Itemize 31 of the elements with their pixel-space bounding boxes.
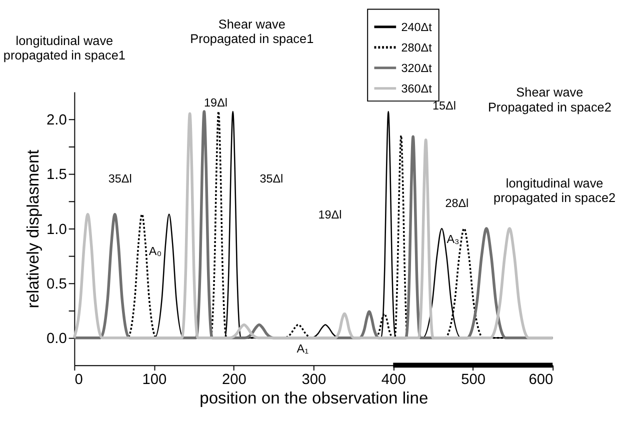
- x-tick-label: 0: [74, 372, 83, 388]
- annotation: 35Δl: [260, 172, 284, 186]
- legend-label: 240Δt: [401, 20, 433, 34]
- y-tick-label: 1.0: [46, 222, 67, 238]
- annotation: longitudinal wave propagated in space2: [494, 176, 616, 206]
- annotation: A₀: [148, 244, 162, 258]
- legend-label: 320Δt: [401, 62, 433, 75]
- y-tick-label: 1.5: [46, 167, 67, 184]
- x-tick-label: 200: [222, 372, 246, 388]
- x-tick-label: 600: [528, 372, 554, 388]
- annotation: 19Δl: [318, 208, 342, 222]
- legend-label: 360Δt: [401, 82, 433, 96]
- text: longitudinal wave propagated in space1: [3, 34, 126, 63]
- y-axis-title: relatively displasment: [24, 149, 43, 308]
- annotation: Shear wave Propagated in space2: [488, 86, 612, 114]
- text: Shear wave Propagated in space1: [190, 17, 314, 46]
- x-axis-title: position on the observation line: [200, 388, 428, 408]
- annotation: 35Δl: [108, 172, 132, 186]
- annotation: A₃: [446, 233, 460, 246]
- legend-label: 280Δt: [401, 41, 433, 54]
- x-tick-label: 100: [142, 372, 167, 388]
- y-tick-label: 2.0: [46, 112, 67, 128]
- annotation: 15Δl: [432, 99, 456, 112]
- x-tick-label: 500: [461, 372, 486, 388]
- x-tick-label: 400: [381, 372, 406, 388]
- annotation: 28Δl: [445, 197, 469, 210]
- annotation: 19Δl: [204, 96, 228, 110]
- annotation: A₁: [296, 342, 309, 356]
- y-tick-label: 0.0: [46, 331, 67, 348]
- y-tick-label: 0.5: [46, 276, 67, 293]
- x-tick-label: 300: [302, 372, 326, 388]
